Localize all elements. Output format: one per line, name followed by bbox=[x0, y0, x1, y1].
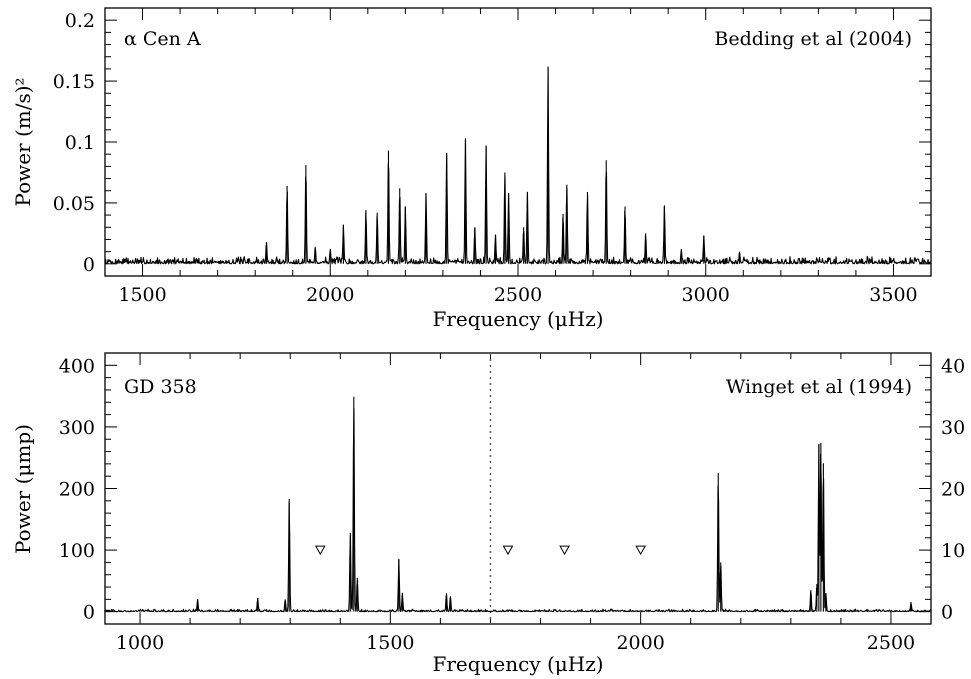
spectrum-series bbox=[104, 66, 932, 265]
y-tick-labels: 0 0.05 0.1 0.15 0.2 bbox=[53, 10, 95, 276]
right-y-tick-label: 20 bbox=[941, 479, 965, 501]
x-tick-label: 3500 bbox=[869, 284, 917, 306]
x-tick-label: 2500 bbox=[494, 284, 542, 306]
y-tick-label: 400 bbox=[59, 355, 95, 377]
triangle-marker bbox=[502, 545, 514, 556]
triangle-markers bbox=[314, 545, 647, 556]
spectrum-series bbox=[104, 396, 932, 613]
y-axis-label: Power (m/s)² bbox=[11, 77, 35, 206]
alpha-cen-panel: 1500 2000 2500 3000 3500 0 0.05 0.1 0.15 0.2 α C… bbox=[11, 7, 932, 331]
x-axis-label: Frequency (μHz) bbox=[432, 307, 603, 331]
x-tick-label: 3000 bbox=[682, 284, 730, 306]
triangle-marker bbox=[559, 545, 570, 556]
x-tick-label: 2500 bbox=[867, 632, 915, 654]
right-y-tick-label: 30 bbox=[941, 417, 965, 439]
reference-annotation: Bedding et al (2004) bbox=[714, 28, 912, 50]
triangle-marker bbox=[635, 545, 647, 556]
right-y-tick-label: 40 bbox=[941, 355, 965, 377]
tick-marks bbox=[104, 7, 932, 277]
spectrum-line bbox=[104, 66, 932, 265]
x-tick-label: 1000 bbox=[116, 632, 164, 654]
y-tick-label: 0.15 bbox=[53, 71, 95, 93]
x-tick-label: 1500 bbox=[118, 284, 166, 306]
x-tick-label: 1500 bbox=[366, 632, 414, 654]
gd358-panel: 1000 1500 2000 2500 0 100 200 300 400 0 10 20 30 40… bbox=[11, 352, 965, 676]
y-tick-label: 0.1 bbox=[65, 132, 95, 154]
star-annotation: α Cen A bbox=[124, 28, 201, 50]
x-tick-label: 2000 bbox=[306, 284, 354, 306]
right-y-tick-label: 10 bbox=[941, 540, 965, 562]
triangle-marker bbox=[314, 545, 326, 556]
spectrum-line bbox=[104, 408, 932, 613]
y-tick-label: 300 bbox=[59, 417, 95, 439]
star-annotation: GD 358 bbox=[124, 376, 197, 398]
y-tick-label: 0.2 bbox=[65, 10, 95, 32]
y-tick-label: 0.05 bbox=[53, 193, 95, 215]
x-tick-labels: 1500 2000 2500 3000 3500 bbox=[118, 284, 917, 306]
y-axis-label: Power (μmp) bbox=[11, 424, 35, 554]
reference-annotation: Winget et al (1994) bbox=[726, 376, 912, 398]
y-tick-label: 0 bbox=[83, 254, 95, 276]
y-tick-labels: 0 100 200 300 400 bbox=[59, 355, 95, 623]
y-tick-label: 0 bbox=[83, 602, 95, 624]
x-tick-labels: 1000 1500 2000 2500 bbox=[116, 632, 915, 654]
right-axis-tick-labels: 0 10 20 30 40 bbox=[941, 355, 965, 623]
y-tick-label: 200 bbox=[59, 479, 95, 501]
right-y-tick-label: 0 bbox=[941, 602, 953, 624]
y-tick-label: 100 bbox=[59, 540, 95, 562]
x-tick-label: 2000 bbox=[616, 632, 664, 654]
x-axis-label: Frequency (μHz) bbox=[432, 652, 603, 676]
